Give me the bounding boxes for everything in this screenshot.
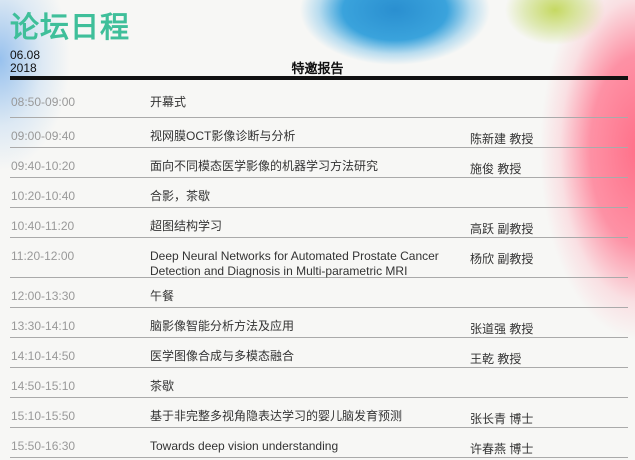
session-title: 开幕式 xyxy=(150,95,187,109)
time-slot: 09:00-09:40 xyxy=(11,129,76,143)
time-slot: 15:10-15:50 xyxy=(11,409,76,423)
time-slot: 09:40-10:20 xyxy=(11,159,76,173)
speaker: 施俊 教授 xyxy=(470,162,522,176)
time-slot: 11:20-12:00 xyxy=(11,249,75,263)
speaker: 杨欣 副教授 xyxy=(470,252,534,266)
schedule-row: 12:00-13:30 午餐 xyxy=(10,278,628,308)
schedule-row: 15:50-16:30 Towards deep vision understan… xyxy=(10,428,628,458)
session-title: Deep Neural Networks for Automated Prost… xyxy=(150,249,439,278)
session-title: 面向不同模态医学影像的机器学习方法研究 xyxy=(150,159,379,173)
speaker: 王乾 教授 xyxy=(470,352,522,366)
schedule-row: 11:20-12:00 Deep Neural Networks for Auto… xyxy=(10,238,628,278)
speaker: 许春燕 博士 xyxy=(470,442,534,456)
session-title: 超图结构学习 xyxy=(150,219,223,233)
session-title: 医学图像合成与多模态融合 xyxy=(150,349,295,363)
speaker: 陈新建 教授 xyxy=(470,132,534,146)
session-title: 基于非完整多视角隐表达学习的婴儿脑发育预测 xyxy=(150,409,403,423)
session-title: 脑影像智能分析方法及应用 xyxy=(150,319,295,333)
session-title: Towards deep vision understanding xyxy=(150,439,339,453)
time-slot: 10:40-11:20 xyxy=(11,219,75,233)
schedule-table: 08:50-09:00 开幕式 09:00-09:40 视网膜OCT影像诊断与分析 陈新… xyxy=(10,80,628,458)
schedule-row: 09:00-09:40 视网膜OCT影像诊断与分析 陈新建 教授 xyxy=(10,118,628,148)
speaker: 张长青 博士 xyxy=(470,412,534,426)
time-slot: 08:50-09:00 xyxy=(11,95,76,109)
page-title: 论坛日程 xyxy=(10,12,131,44)
time-slot: 13:30-14:10 xyxy=(11,319,76,333)
speaker: 高跃 副教授 xyxy=(470,222,534,236)
session-title: 合影，茶歇 xyxy=(150,189,211,203)
header-divider xyxy=(10,76,628,80)
schedule-row: 10:20-10:40 合影，茶歇 xyxy=(10,178,628,208)
section-heading: 特邀报告 xyxy=(291,61,344,76)
time-slot: 15:50-16:30 xyxy=(11,439,76,453)
session-title: 茶歇 xyxy=(150,379,175,393)
schedule-row: 09:40-10:20 面向不同模态医学影像的机器学习方法研究 施俊 教授 xyxy=(10,148,628,178)
session-title: 午餐 xyxy=(150,289,175,303)
session-title: 视网膜OCT影像诊断与分析 xyxy=(150,129,296,143)
date-day: 06.08 xyxy=(10,48,41,62)
time-slot: 10:20-10:40 xyxy=(11,189,76,203)
time-slot: 14:50-15:10 xyxy=(11,379,76,393)
date-year: 2018 xyxy=(10,61,37,75)
schedule-row: 14:10-14:50 医学图像合成与多模态融合 王乾 教授 xyxy=(10,338,628,368)
schedule-row: 13:30-14:10 脑影像智能分析方法及应用 张道强 教授 xyxy=(10,308,628,338)
time-slot: 14:10-14:50 xyxy=(11,349,76,363)
schedule-row: 08:50-09:00 开幕式 xyxy=(10,80,628,118)
date: 06.08 2018 xyxy=(10,49,40,75)
time-slot: 12:00-13:30 xyxy=(11,289,76,303)
speaker: 张道强 教授 xyxy=(470,322,534,336)
schedule-row: 10:40-11:20 超图结构学习 高跃 副教授 xyxy=(10,208,628,238)
schedule-row: 14:50-15:10 茶歇 xyxy=(10,368,628,398)
schedule-row: 15:10-15:50 基于非完整多视角隐表达学习的婴儿脑发育预测 张长青 博士 xyxy=(10,398,628,428)
